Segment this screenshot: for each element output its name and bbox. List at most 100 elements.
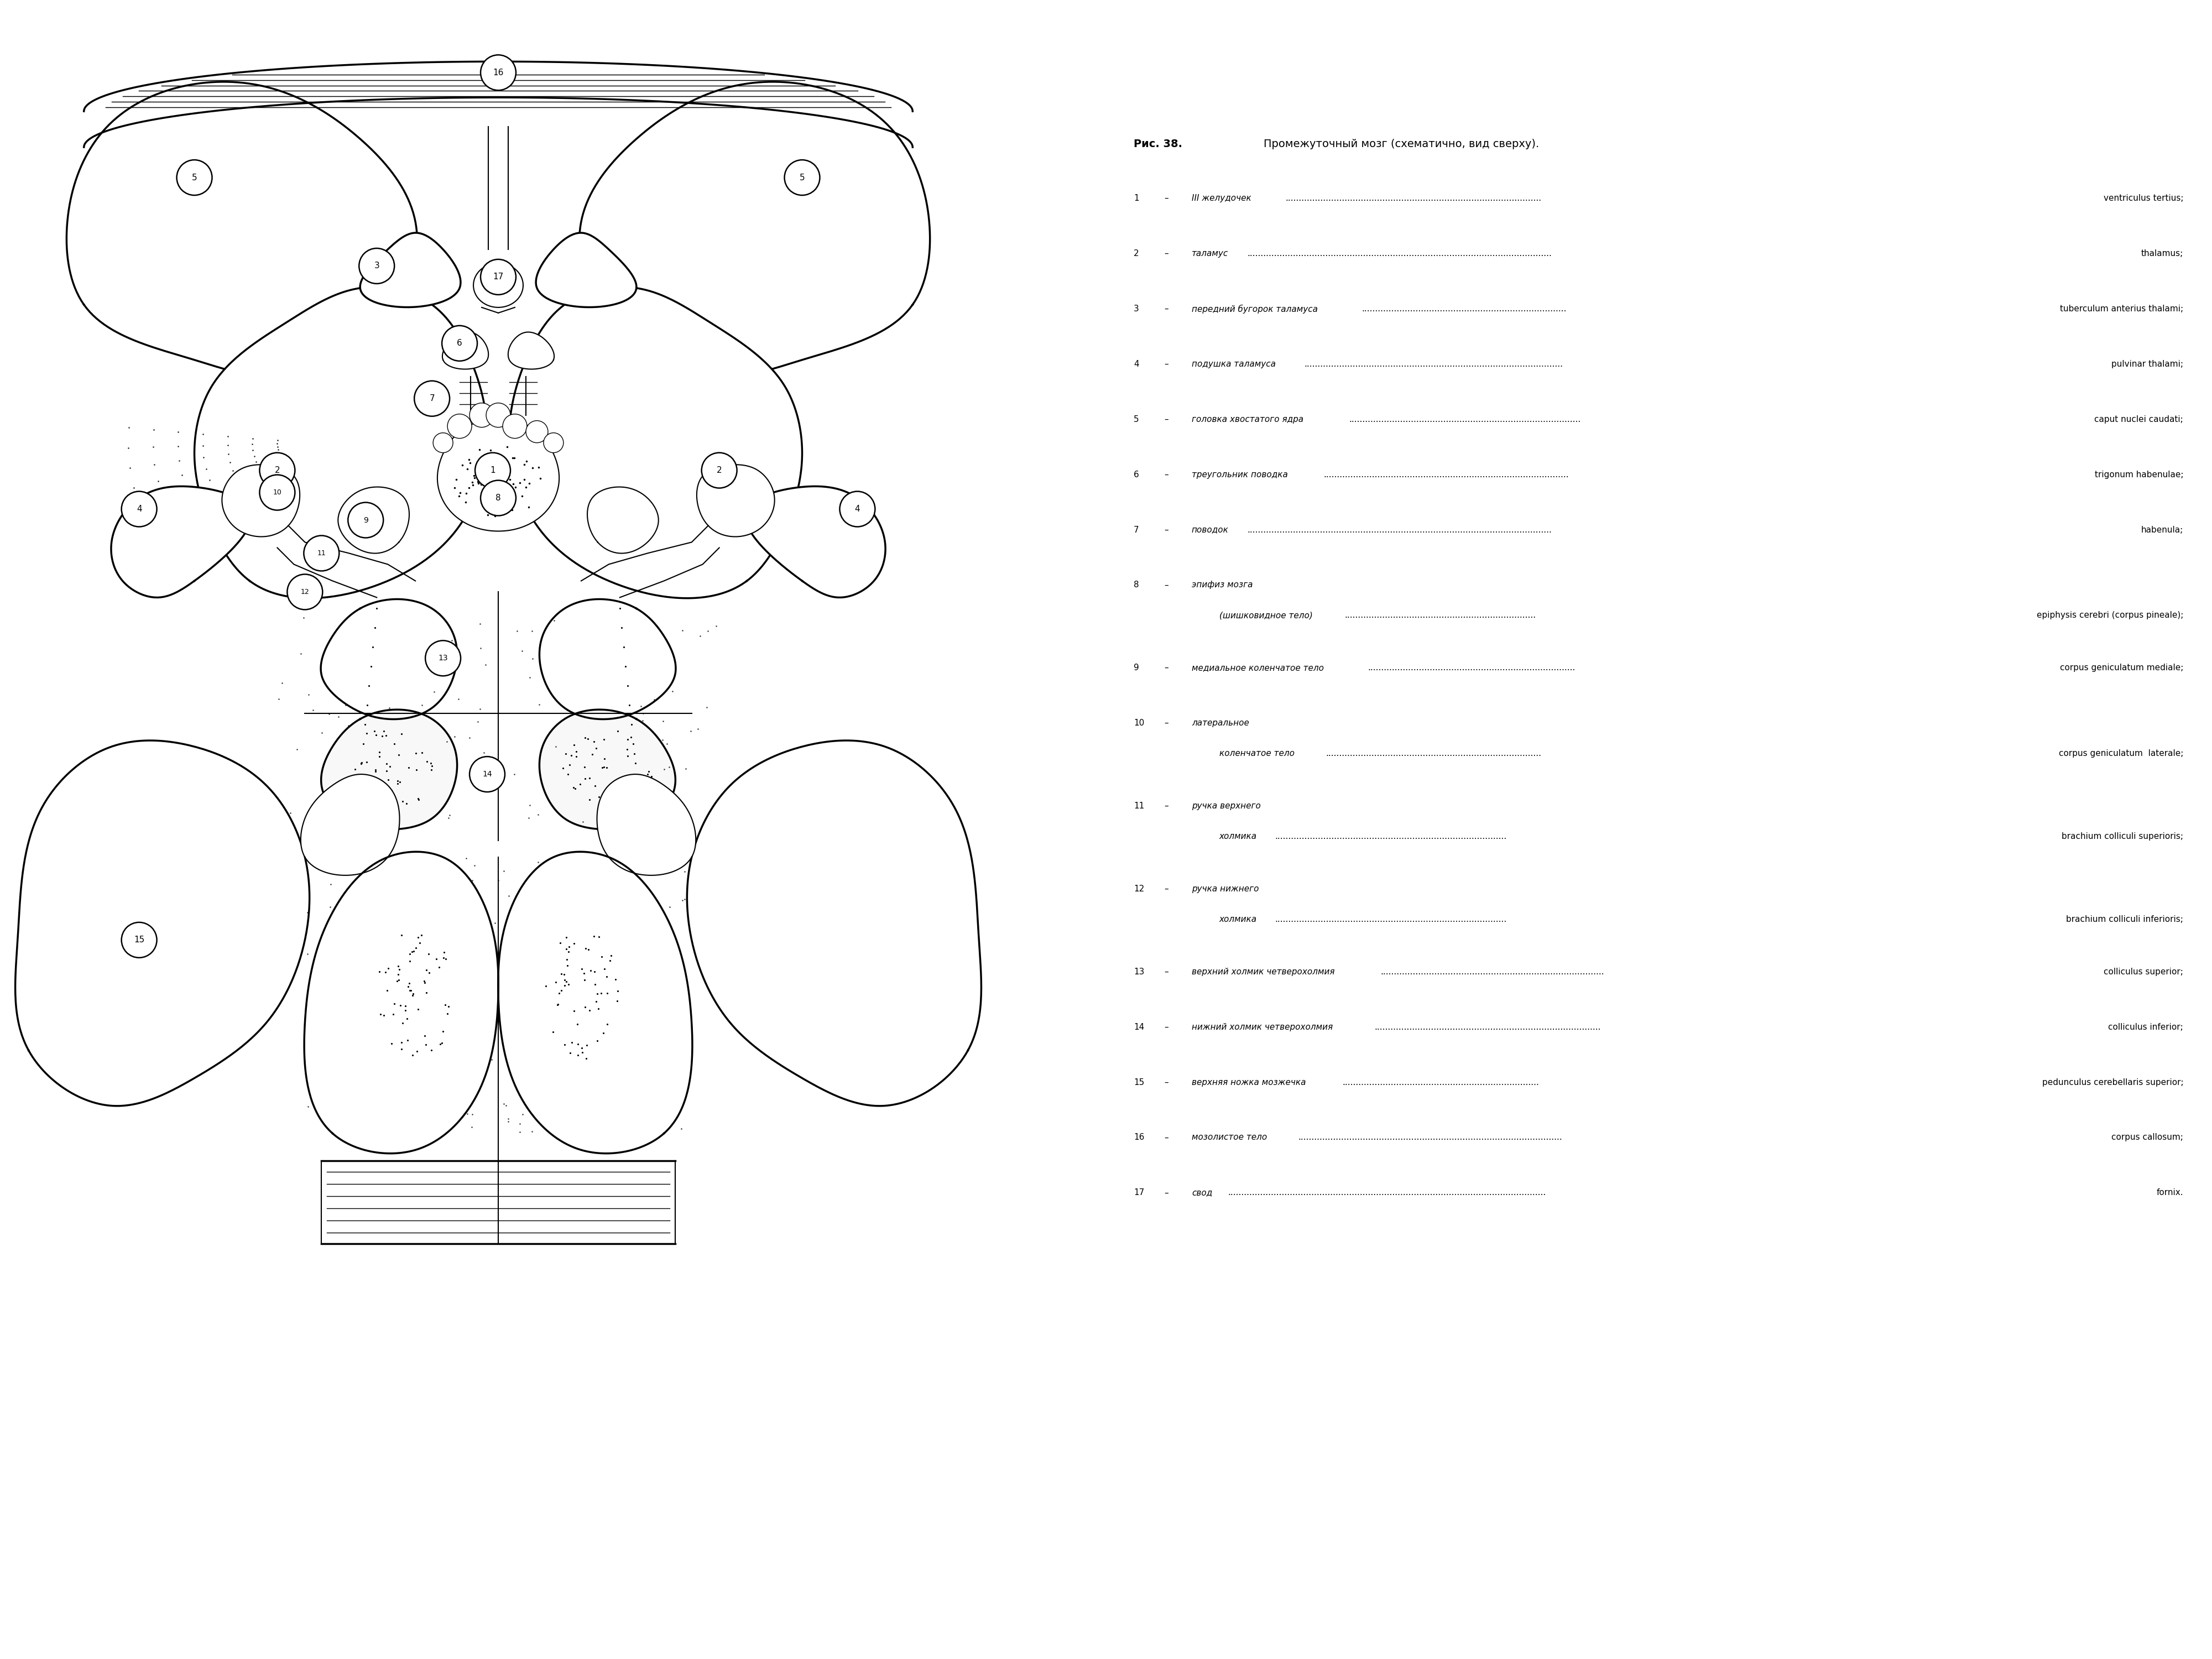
Text: 17: 17 xyxy=(1133,1188,1144,1196)
Text: ................................................................................: ........................................… xyxy=(1274,833,1506,841)
Polygon shape xyxy=(438,418,560,531)
Text: –: – xyxy=(1164,249,1168,257)
Text: 7: 7 xyxy=(429,395,434,403)
Text: эпифиз мозга: эпифиз мозга xyxy=(1192,581,1252,589)
Text: 17: 17 xyxy=(493,272,504,280)
Text: 7: 7 xyxy=(1133,526,1139,534)
Text: 5: 5 xyxy=(192,174,197,182)
Text: 8: 8 xyxy=(1133,581,1139,589)
Text: головка хвостатого ядра: головка хвостатого ядра xyxy=(1192,415,1303,423)
Text: brachium colliculi inferioris;: brachium colliculi inferioris; xyxy=(2066,916,2183,924)
Text: ................................................................................: ........................................… xyxy=(1298,1133,1562,1141)
Text: 13: 13 xyxy=(1133,967,1144,975)
Text: 14: 14 xyxy=(482,770,491,778)
Text: –: – xyxy=(1164,360,1168,368)
Text: ventriculus tertius;: ventriculus tertius; xyxy=(2104,194,2183,202)
Circle shape xyxy=(487,403,511,428)
Text: fornix.: fornix. xyxy=(2157,1188,2183,1196)
Text: подушка таламуса: подушка таламуса xyxy=(1192,360,1276,368)
Text: коленчатое тело: коленчатое тело xyxy=(1219,750,1294,758)
Circle shape xyxy=(434,433,453,453)
Text: ................................................................................: ........................................… xyxy=(1274,916,1506,924)
Polygon shape xyxy=(321,710,458,830)
Text: caput nuclei caudati;: caput nuclei caudati; xyxy=(2095,415,2183,423)
Text: 11: 11 xyxy=(1133,801,1144,810)
Text: pulvinar thalami;: pulvinar thalami; xyxy=(2112,360,2183,368)
Polygon shape xyxy=(361,232,460,307)
Text: –: – xyxy=(1164,305,1168,314)
Circle shape xyxy=(414,382,449,416)
Text: верхний холмик четверохолмия: верхний холмик четверохолмия xyxy=(1192,967,1334,975)
Polygon shape xyxy=(535,232,637,307)
Polygon shape xyxy=(509,287,803,599)
Polygon shape xyxy=(442,332,489,370)
Text: corpus callosum;: corpus callosum; xyxy=(2112,1133,2183,1141)
Text: треугольник поводка: треугольник поводка xyxy=(1192,471,1287,479)
Text: trigonum habenulae;: trigonum habenulae; xyxy=(2095,471,2183,479)
Text: –: – xyxy=(1164,967,1168,975)
Text: ................................................................................: ........................................… xyxy=(1248,526,1553,534)
Text: передний бугорок таламуса: передний бугорок таламуса xyxy=(1192,305,1318,314)
Text: ................................................................................: ........................................… xyxy=(1248,249,1553,257)
Text: habenula;: habenula; xyxy=(2141,526,2183,534)
Text: epiphysis cerebri (corpus pineale);: epiphysis cerebri (corpus pineale); xyxy=(2037,611,2183,619)
Text: brachium colliculi superioris;: brachium colliculi superioris; xyxy=(2062,833,2183,841)
Text: .........................................................................: ........................................… xyxy=(1343,1078,1540,1087)
Text: tuberculum anterius thalami;: tuberculum anterius thalami; xyxy=(2059,305,2183,314)
Text: верхняя ножка мозжечка: верхняя ножка мозжечка xyxy=(1192,1078,1305,1087)
Ellipse shape xyxy=(473,264,522,307)
Circle shape xyxy=(259,474,294,511)
Text: ................................................................................: ........................................… xyxy=(1305,360,1564,368)
Circle shape xyxy=(122,491,157,528)
Text: (шишковидное тело): (шишковидное тело) xyxy=(1219,611,1312,619)
Text: 14: 14 xyxy=(1133,1024,1144,1032)
Text: 12: 12 xyxy=(1133,884,1144,893)
Text: мозолистое тело: мозолистое тело xyxy=(1192,1133,1267,1141)
Circle shape xyxy=(480,259,515,295)
Text: pedunculus cerebellaris superior;: pedunculus cerebellaris superior; xyxy=(2042,1078,2183,1087)
Circle shape xyxy=(442,325,478,362)
Polygon shape xyxy=(509,332,555,370)
Text: ................................................................................: ........................................… xyxy=(1380,967,1604,975)
Text: холмика: холмика xyxy=(1219,833,1256,841)
Text: corpus geniculatum  laterale;: corpus geniculatum laterale; xyxy=(2059,750,2183,758)
Text: –: – xyxy=(1164,884,1168,893)
Text: ................................................................................: ........................................… xyxy=(1374,1024,1601,1032)
Circle shape xyxy=(347,503,383,538)
Text: 11: 11 xyxy=(316,549,325,557)
Text: ................................................................................: ........................................… xyxy=(1325,750,1542,758)
Circle shape xyxy=(544,433,564,453)
Polygon shape xyxy=(195,287,487,599)
Polygon shape xyxy=(745,486,885,597)
Circle shape xyxy=(480,481,515,516)
Text: медиальное коленчатое тело: медиальное коленчатое тело xyxy=(1192,664,1323,672)
Circle shape xyxy=(122,922,157,957)
Circle shape xyxy=(447,415,471,438)
Text: colliculus inferior;: colliculus inferior; xyxy=(2108,1024,2183,1032)
Text: ручка верхнего: ручка верхнего xyxy=(1192,801,1261,810)
Text: III желудочек: III желудочек xyxy=(1192,194,1252,202)
Text: –: – xyxy=(1164,471,1168,479)
Text: –: – xyxy=(1164,194,1168,202)
Text: –: – xyxy=(1164,1024,1168,1032)
Text: –: – xyxy=(1164,415,1168,423)
Polygon shape xyxy=(301,775,400,876)
Circle shape xyxy=(177,159,212,196)
Text: холмика: холмика xyxy=(1219,916,1256,924)
Polygon shape xyxy=(338,488,409,554)
Text: –: – xyxy=(1164,1133,1168,1141)
Text: 8: 8 xyxy=(495,494,500,503)
Text: 6: 6 xyxy=(458,338,462,347)
Polygon shape xyxy=(597,775,697,876)
Text: Рис. 38.: Рис. 38. xyxy=(1133,139,1181,149)
Text: –: – xyxy=(1164,526,1168,534)
Circle shape xyxy=(841,491,876,528)
Polygon shape xyxy=(321,599,458,720)
Text: 2: 2 xyxy=(274,466,281,474)
Text: 9: 9 xyxy=(363,516,367,524)
Text: –: – xyxy=(1164,1188,1168,1196)
Text: 16: 16 xyxy=(1133,1133,1144,1141)
Text: 3: 3 xyxy=(1133,305,1139,314)
Text: .............................................................................: ........................................… xyxy=(1367,664,1575,672)
Polygon shape xyxy=(111,486,252,597)
